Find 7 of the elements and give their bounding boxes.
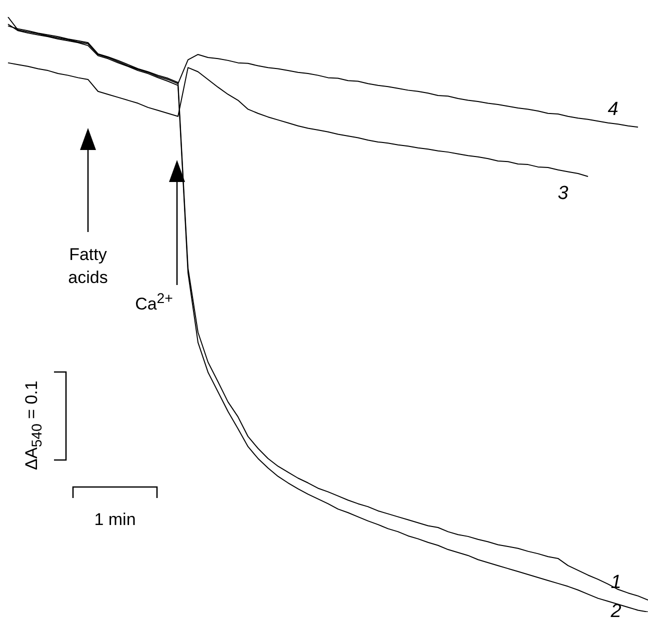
series-label: 4 [608,98,618,120]
annotation: 1 min [93,509,137,531]
annotation: Fatty acids [67,244,109,289]
series-label: 2 [610,600,622,622]
series-label: 1 [610,572,622,593]
annotation: Ca$^{2+}$ [134,290,174,316]
series-label: 3 [558,183,569,204]
